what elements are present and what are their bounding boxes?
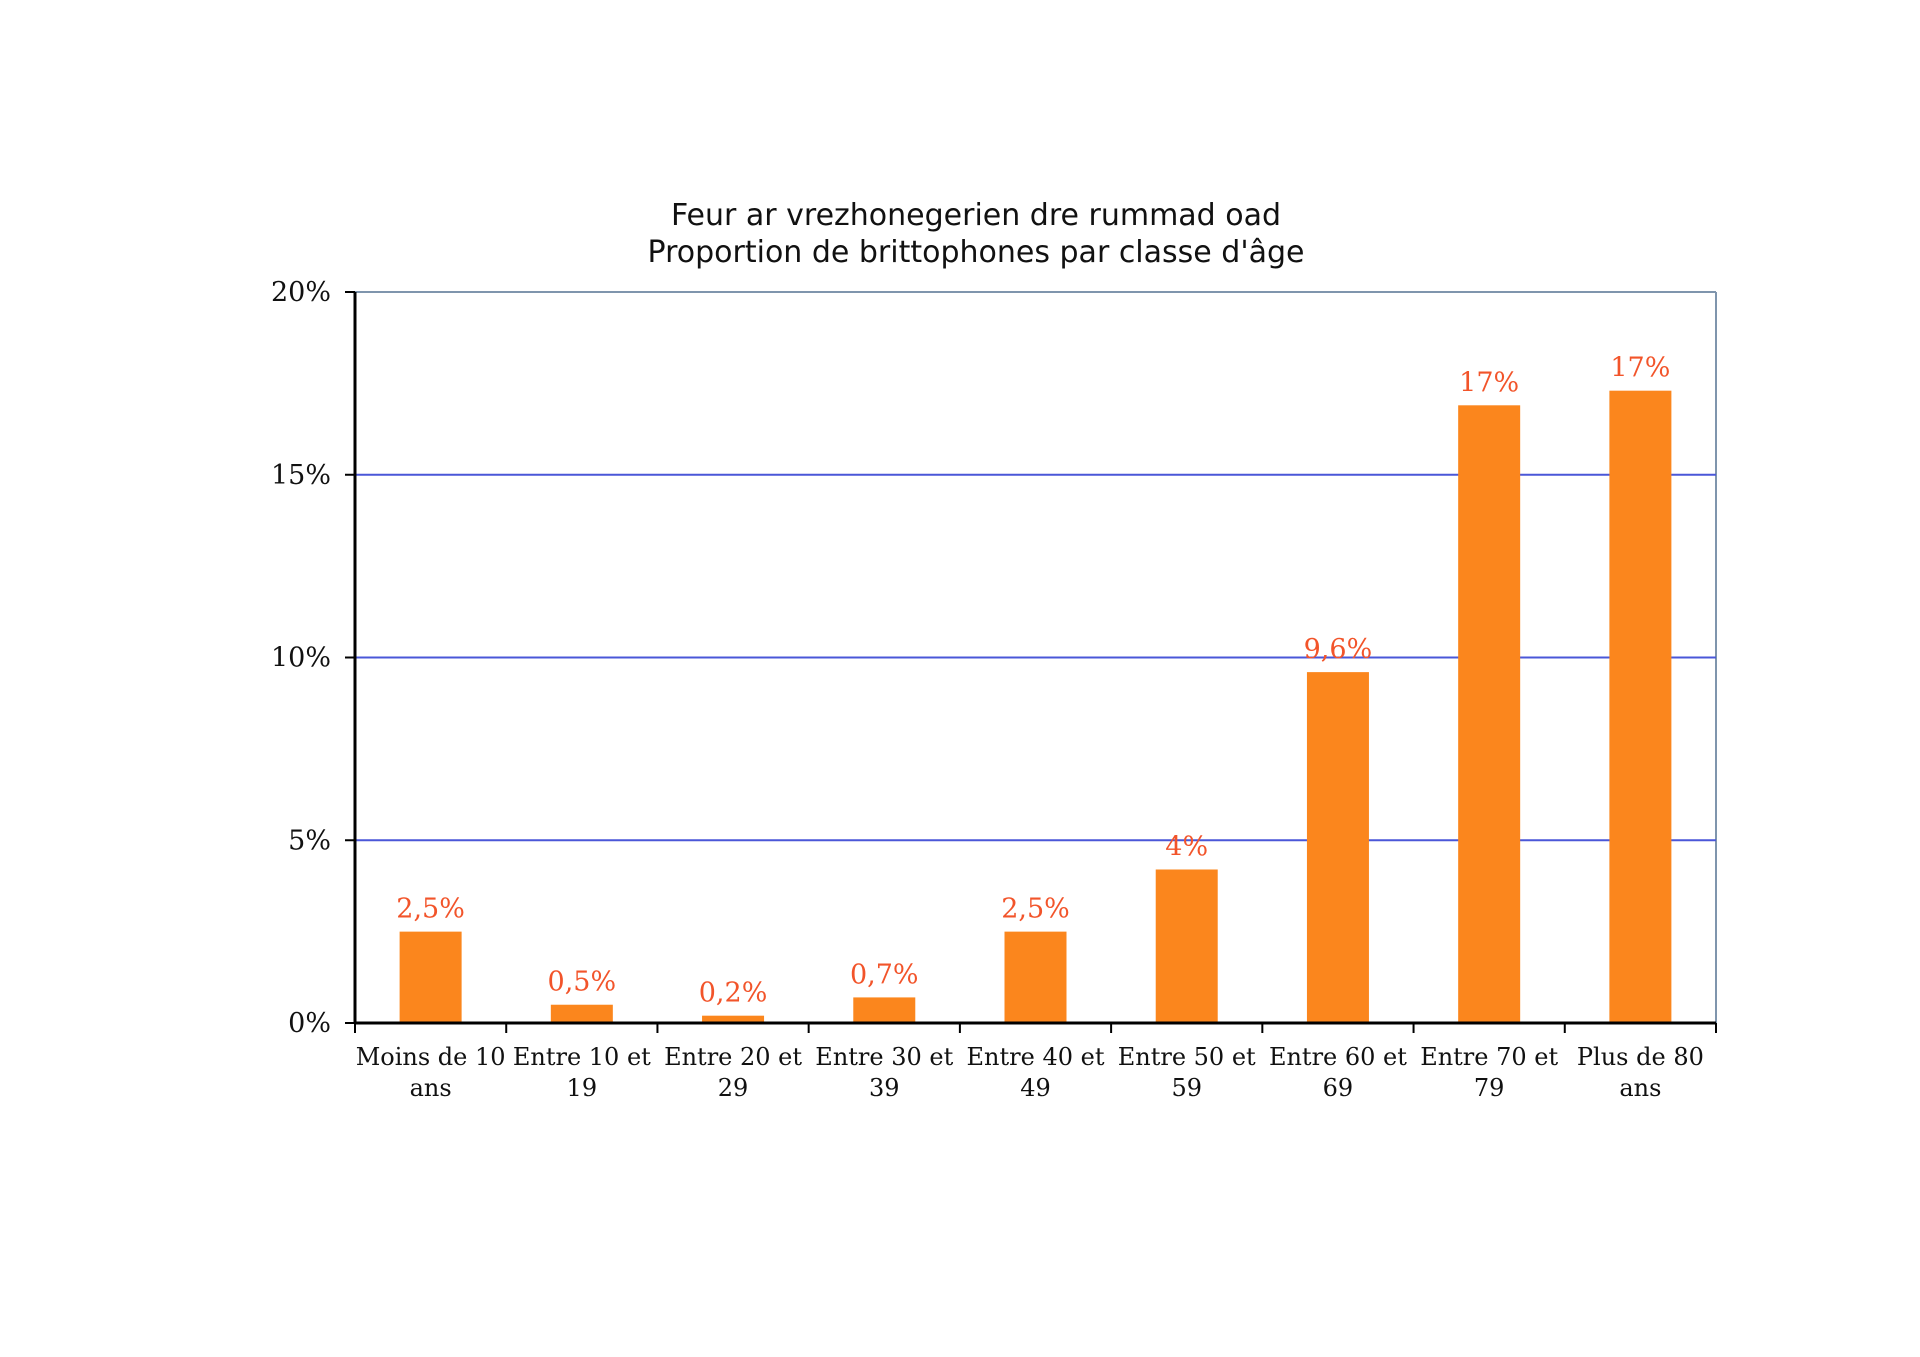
axes: 0% 5% 10% 15% 20% Moins de 10 ans Entre 10 et 19…	[271, 277, 1717, 1102]
data-label: 0,5%	[548, 967, 617, 998]
x-category-label: 39	[869, 1074, 900, 1102]
x-category-label: Moins de 10	[356, 1043, 506, 1071]
bar	[702, 1015, 765, 1023]
y-tick-label: 5%	[288, 825, 331, 856]
bars	[399, 390, 1672, 1023]
x-category-label: Entre 50 et	[1118, 1043, 1256, 1071]
bar	[853, 997, 916, 1023]
data-label: 2,5%	[1001, 894, 1070, 925]
x-category-label: Entre 10 et	[513, 1043, 651, 1071]
y-tick-label: 20%	[271, 277, 331, 308]
bar	[399, 931, 462, 1023]
chart-title-line-1: Feur ar vrezhonegerien dre rummad oad	[671, 198, 1281, 233]
data-label: 0,2%	[699, 978, 768, 1009]
x-category-label: Entre 30 et	[815, 1043, 953, 1071]
data-labels: 2,5% 0,5% 0,2% 0,7% 2,5% 4% 9,6% 17% 17%	[396, 353, 1670, 1009]
bar	[1609, 390, 1672, 1023]
bar	[1306, 672, 1369, 1023]
y-tick-label: 15%	[271, 460, 331, 491]
bar	[1458, 405, 1521, 1023]
x-category-label: 69	[1323, 1074, 1354, 1102]
x-category-label: 79	[1474, 1074, 1505, 1102]
x-category-label: Entre 70 et	[1420, 1043, 1558, 1071]
x-category-label: ans	[410, 1074, 452, 1102]
x-category-label: 49	[1020, 1074, 1051, 1102]
data-label: 0,7%	[850, 959, 919, 990]
x-category-label: 19	[567, 1074, 598, 1102]
data-label: 4%	[1165, 831, 1208, 862]
x-category-label: 29	[718, 1074, 749, 1102]
data-label: 17%	[1610, 353, 1670, 384]
data-label: 9,6%	[1304, 634, 1373, 665]
bar	[1155, 869, 1218, 1023]
x-category-label: Plus de 80	[1577, 1043, 1704, 1071]
x-category-label: Entre 60 et	[1269, 1043, 1407, 1071]
x-category-label: ans	[1619, 1074, 1661, 1102]
data-label: 2,5%	[396, 894, 465, 925]
y-tick-label: 0%	[288, 1008, 331, 1039]
x-category-label: Entre 20 et	[664, 1043, 802, 1071]
chart-title-line-2: Proportion de brittophones par classe d'…	[648, 235, 1305, 270]
x-category-label: Entre 40 et	[967, 1043, 1105, 1071]
bar	[550, 1004, 613, 1023]
data-label: 17%	[1459, 367, 1519, 398]
bar	[1004, 931, 1067, 1023]
x-category-label: 59	[1171, 1074, 1202, 1102]
y-tick-label: 10%	[271, 643, 331, 674]
